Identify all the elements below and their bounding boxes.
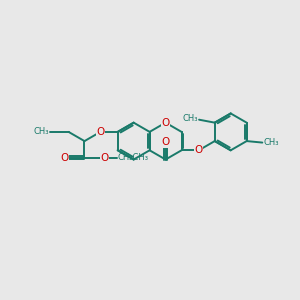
Text: O: O [161,118,170,128]
Text: O: O [161,137,170,147]
Text: CH₃: CH₃ [34,127,49,136]
Text: O: O [195,145,203,155]
Text: CH₂CH₃: CH₂CH₃ [118,153,148,162]
Text: O: O [96,127,105,137]
Text: CH₃: CH₃ [183,114,198,123]
Text: O: O [61,153,69,163]
Text: O: O [100,153,108,163]
Text: CH₃: CH₃ [263,138,279,147]
